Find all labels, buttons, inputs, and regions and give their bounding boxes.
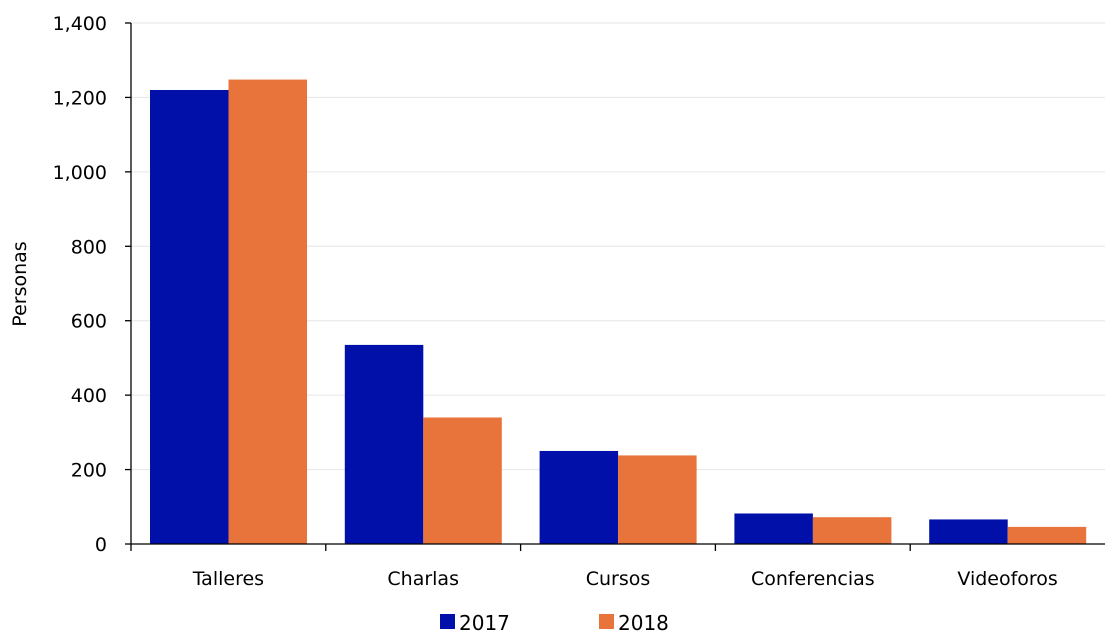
bar-2017-charlas: [344, 344, 424, 544]
bar-2018-conferencias: [812, 517, 892, 544]
legend-swatch-2017: [440, 614, 455, 629]
x-tick-label: Talleres: [192, 568, 264, 590]
x-tick-label: Cursos: [586, 568, 651, 590]
legend-swatch-2018: [599, 614, 614, 629]
bar-2018-videoforos: [1007, 526, 1087, 544]
bar-2017-cursos: [539, 450, 619, 544]
legend: 2017 2018: [440, 611, 669, 633]
bar-2018-talleres: [228, 79, 307, 545]
x-axis-ticks: Talleres Charlas Cursos Conferencias Videofo…: [130, 544, 1058, 590]
x-tick-label: Charlas: [387, 568, 459, 590]
y-tick-label: 1,000: [53, 162, 107, 184]
y-tick-label: 400: [71, 385, 107, 407]
y-tick-label: 1,400: [53, 13, 107, 35]
legend-label-2018: 2018: [618, 611, 669, 633]
bar-2018-cursos: [618, 455, 697, 544]
y-tick-label: 800: [71, 236, 107, 258]
x-tick-label: Conferencias: [751, 568, 875, 590]
y-axis-title: Personas: [9, 241, 31, 326]
bar-2017-talleres: [150, 89, 229, 544]
x-tick-label: Videoforos: [957, 568, 1057, 590]
bar-2018-charlas: [423, 417, 502, 544]
bar-2017-videoforos: [929, 519, 1008, 544]
bar-2017-conferencias: [734, 513, 813, 544]
y-axis-ticks: 0 200 400 600 800 1,000 1,200 1,400: [53, 13, 131, 556]
y-tick-label: 1,200: [53, 87, 107, 109]
y-tick-label: 0: [95, 534, 107, 556]
y-tick-label: 600: [71, 311, 107, 333]
y-tick-label: 200: [71, 460, 107, 482]
legend-label-2017: 2017: [459, 611, 510, 633]
bars: [150, 79, 1087, 545]
axes: [130, 23, 1105, 545]
